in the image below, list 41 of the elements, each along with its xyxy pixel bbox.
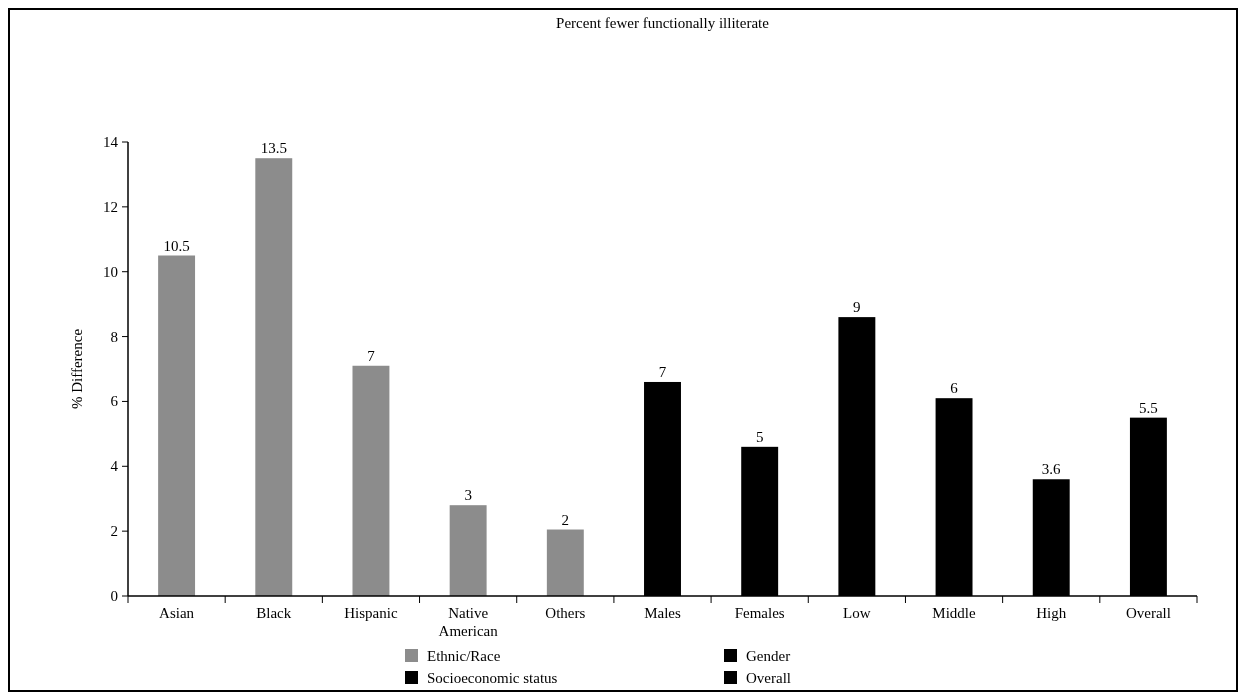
y-tick-label: 4 [110, 458, 119, 475]
x-tick-label: Middle [932, 605, 977, 621]
data-label: 5 [755, 428, 764, 445]
data-label: 7 [367, 347, 376, 364]
x-tick-label: Black [256, 605, 292, 621]
y-tick-label: 2 [110, 523, 118, 540]
bar [546, 529, 584, 596]
data-label: 13.5 [260, 140, 287, 157]
x-tick-label: Others [545, 605, 586, 621]
data-label: 3.6 [1041, 461, 1062, 478]
y-tick-label: 0 [110, 588, 118, 604]
x-tick-label: Females [734, 605, 785, 621]
y-tick-label: 6 [110, 393, 119, 410]
y-tick-label: 8 [110, 328, 118, 345]
data-label: 3 [464, 487, 472, 504]
data-label: 9 [853, 299, 861, 316]
data-label: 5.5 [1139, 399, 1158, 416]
chart-title: Percent fewer functionally illiterate [556, 15, 770, 31]
legend-label: Socioeconomic status [427, 670, 558, 686]
x-tick-label: Native American [438, 605, 499, 639]
x-tick-label: Asian [159, 605, 195, 621]
data-label: 2 [561, 511, 570, 528]
data-label: 6 [950, 380, 959, 397]
x-tick-label: Males [644, 605, 681, 621]
y-axis-title: % Difference [69, 328, 85, 410]
legend-label: Ethnic/Race [427, 648, 501, 664]
bar [255, 158, 293, 596]
y-tick-label: 12 [103, 198, 118, 215]
bar [158, 255, 196, 596]
x-tick-label: Hispanic [344, 605, 398, 621]
bar [352, 365, 390, 596]
x-tick-label: High [1036, 605, 1067, 621]
y-tick-label: 14 [103, 134, 119, 150]
x-tick-label: Low [843, 605, 871, 621]
y-tick-label: 10 [103, 263, 118, 280]
legend-label: Overall [746, 670, 791, 686]
bar [449, 505, 487, 596]
legend-label: Gender [746, 648, 791, 664]
data-label: 7 [658, 363, 667, 380]
data-label: 10.5 [163, 237, 190, 254]
x-tick-label: Overall [1125, 605, 1171, 621]
